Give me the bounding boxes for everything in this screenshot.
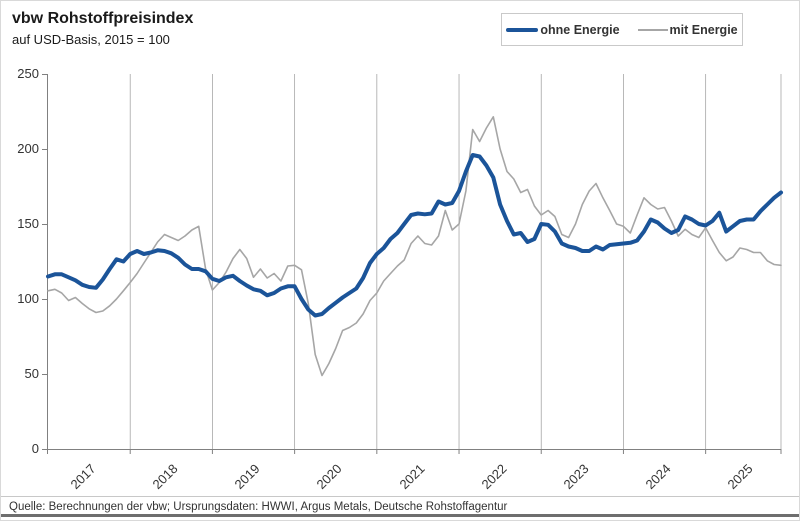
legend-item-ohne-energie: ohne Energie <box>506 22 620 37</box>
legend-item-mit-energie: mit Energie <box>637 22 738 37</box>
series-line-mit-energie <box>47 116 782 377</box>
y-axis-label: 50 <box>24 366 39 381</box>
chart-subtitle: auf USD-Basis, 2015 = 100 <box>12 32 170 48</box>
legend-line-sample-blue <box>506 27 539 32</box>
y-axis-labels: 0 50 100 150 200 250 <box>1 1 39 461</box>
chart-title: vbw Rohstoffpreisindex <box>12 10 194 27</box>
source-line: Quelle: Berechnungen der vbw; Ursprungsd… <box>9 501 508 513</box>
y-axis-label: 200 <box>17 141 39 156</box>
series-line-ohne-energie <box>46 153 783 318</box>
legend-label: mit Energie <box>669 22 738 37</box>
y-axis-label: 100 <box>17 291 39 306</box>
y-axis-label: 0 <box>31 441 39 456</box>
footer-separator <box>1 496 799 497</box>
legend: ohne Energie mit Energie <box>501 13 743 46</box>
legend-label: ohne Energie <box>540 22 620 37</box>
title-block: vbw Rohstoffpreisindex auf USD-Basis, 20… <box>12 9 193 47</box>
legend-line-sample-gray <box>637 28 668 31</box>
x-axis-labels: 2017 2018 2019 2020 2021 2022 2023 2024 2025 <box>1 1 799 501</box>
y-axis-label: 150 <box>17 216 39 231</box>
y-axis-label: 250 <box>17 66 39 81</box>
bottom-border-bar <box>1 514 799 517</box>
